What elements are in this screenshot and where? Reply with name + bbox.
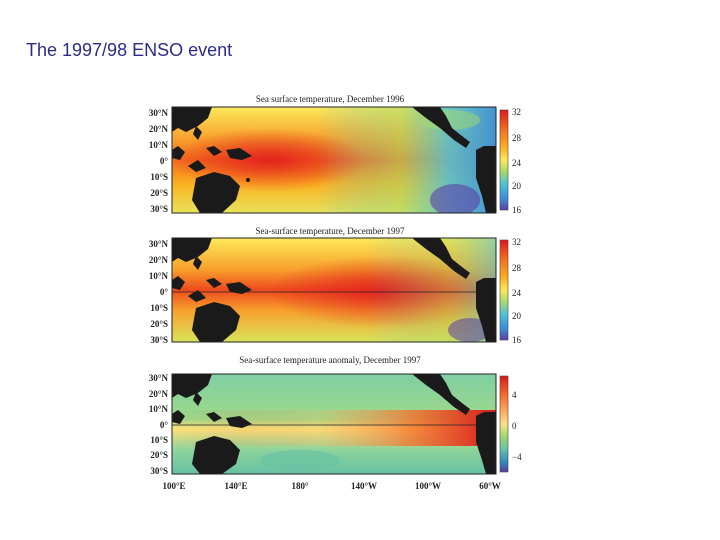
colorbar-tick: 4 xyxy=(512,390,517,400)
lat-label: 10°S xyxy=(150,435,168,445)
colorbar-tick: 32 xyxy=(512,107,521,117)
lat-label: 20°N xyxy=(149,124,169,134)
colorbar-tick: 32 xyxy=(512,237,521,247)
colorbar-tick: −4 xyxy=(512,452,522,462)
lon-label: 100°E xyxy=(162,481,185,491)
land-masses xyxy=(172,238,496,342)
land-masses xyxy=(172,107,496,213)
colorbar-ticks: 32 28 24 20 16 xyxy=(512,107,522,215)
lat-label: 20°N xyxy=(149,389,169,399)
lat-label: 10°N xyxy=(149,404,169,414)
lat-label: 10°N xyxy=(149,140,169,150)
colorbar-tick: 16 xyxy=(512,335,522,345)
lat-label: 30°S xyxy=(150,335,168,345)
land-masses xyxy=(172,374,496,474)
panel-sst-anomaly-1997: Sea-surface temperature anomaly, Decembe… xyxy=(149,355,522,491)
lat-label: 0° xyxy=(160,287,169,297)
panel-title: Sea-surface temperature anomaly, Decembe… xyxy=(239,355,421,365)
lat-label: 30°S xyxy=(150,204,168,214)
lat-label: 20°S xyxy=(150,450,168,460)
panel-title: Sea-surface temperature, December 1997 xyxy=(256,226,405,236)
colorbar-tick: 24 xyxy=(512,288,522,298)
lat-label: 0° xyxy=(160,156,169,166)
lat-label: 30°N xyxy=(149,108,169,118)
lat-labels: 30°N 20°N 10°N 0° 10°S 20°S 30°S xyxy=(149,373,169,476)
panel-title: Sea surface temperature, December 1996 xyxy=(256,94,405,104)
panel-sst-1996: Sea surface temperature, December 1996 xyxy=(149,94,522,215)
colorbar-tick: 0 xyxy=(512,421,517,431)
lat-label: 30°N xyxy=(149,373,169,383)
colorbar xyxy=(499,239,509,341)
lon-label: 140°W xyxy=(351,481,377,491)
lat-label: 20°S xyxy=(150,319,168,329)
colorbar-tick: 20 xyxy=(512,181,522,191)
colorbar-tick: 28 xyxy=(512,133,522,143)
lat-label: 20°N xyxy=(149,255,169,265)
colorbar-tick: 28 xyxy=(512,263,522,273)
lat-label: 20°S xyxy=(150,188,168,198)
lon-label: 180° xyxy=(291,481,309,491)
sst-field xyxy=(172,107,496,213)
lon-label: 60°W xyxy=(479,481,501,491)
lat-label: 30°S xyxy=(150,466,168,476)
panel-sst-1997: Sea-surface temperature, December 1997 3… xyxy=(149,226,522,345)
lat-label: 0° xyxy=(160,420,169,430)
colorbar-ticks: 32 28 24 20 16 xyxy=(512,237,522,345)
colorbar-ticks: 4 0 −4 xyxy=(512,390,522,462)
lat-label: 10°S xyxy=(150,172,168,182)
colorbar-tick: 16 xyxy=(512,205,522,215)
sst-field xyxy=(172,238,496,342)
anomaly-field xyxy=(172,374,496,474)
slide-title: The 1997/98 ENSO event xyxy=(26,40,233,60)
lon-label: 100°W xyxy=(415,481,441,491)
colorbar xyxy=(499,375,509,473)
lat-label: 10°N xyxy=(149,271,169,281)
lat-label: 10°S xyxy=(150,303,168,313)
lat-label: 30°N xyxy=(149,239,169,249)
colorbar-tick: 24 xyxy=(512,158,522,168)
lon-labels: 100°E 140°E 180° 140°W 100°W 60°W xyxy=(162,481,500,491)
lon-label: 140°E xyxy=(224,481,247,491)
colorbar-tick: 20 xyxy=(512,311,522,321)
colorbar xyxy=(499,109,509,211)
lat-labels: 30°N 20°N 10°N 0° 10°S 20°S 30°S xyxy=(149,239,169,345)
lat-labels: 30°N 20°N 10°N 0° 10°S 20°S 30°S xyxy=(149,108,169,214)
